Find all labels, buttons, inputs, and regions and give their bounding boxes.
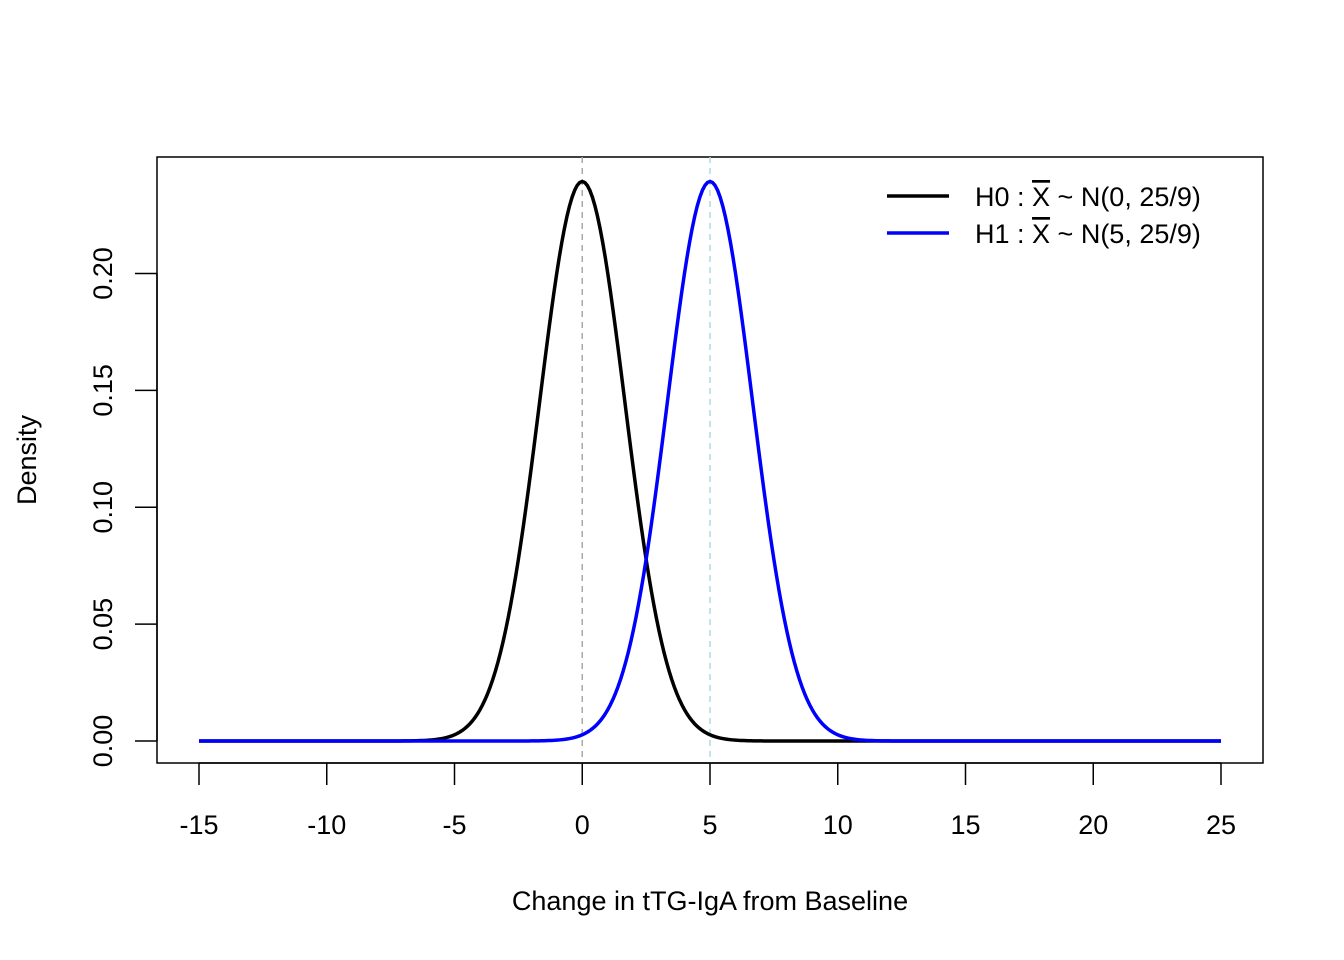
x-tick-label: 25	[1206, 810, 1236, 840]
x-axis: -15 -10 -5 0 5 10 15 20 25	[179, 762, 1236, 840]
xbar-symbol: X	[1032, 182, 1050, 212]
series-curve-1	[199, 179, 1221, 743]
legend-label-1: H1 : X ~ N(5, 25/9)	[975, 219, 1201, 249]
reference-lines	[581, 157, 711, 763]
y-axis-title: Density	[12, 414, 42, 505]
x-tick-label: -10	[307, 810, 346, 840]
x-tick-label: 0	[575, 810, 590, 840]
legend-label-0: H0 : X ~ N(0, 25/9)	[975, 182, 1201, 212]
x-axis-title: Change in tTG-IgA from Baseline	[512, 886, 908, 916]
y-tick-label: 0.10	[88, 481, 118, 534]
density-curves	[199, 179, 1221, 743]
y-tick-label: 0.20	[88, 247, 118, 300]
legend: H0 : X ~ N(0, 25/9) H1 : X ~ N(5, 25/9)	[887, 182, 1201, 249]
x-tick-label: 10	[823, 810, 853, 840]
x-tick-label: 20	[1078, 810, 1108, 840]
y-tick-label: 0.05	[88, 598, 118, 651]
y-tick-label: 0.15	[88, 364, 118, 417]
y-axis: 0.00 0.05 0.10 0.15 0.20	[88, 247, 158, 768]
x-tick-label: -5	[442, 810, 466, 840]
x-tick-label: 15	[950, 810, 980, 840]
x-tick-label: -15	[179, 810, 218, 840]
xbar-symbol: X	[1032, 219, 1050, 249]
y-tick-label: 0.00	[88, 715, 118, 768]
x-tick-label: 5	[702, 810, 717, 840]
